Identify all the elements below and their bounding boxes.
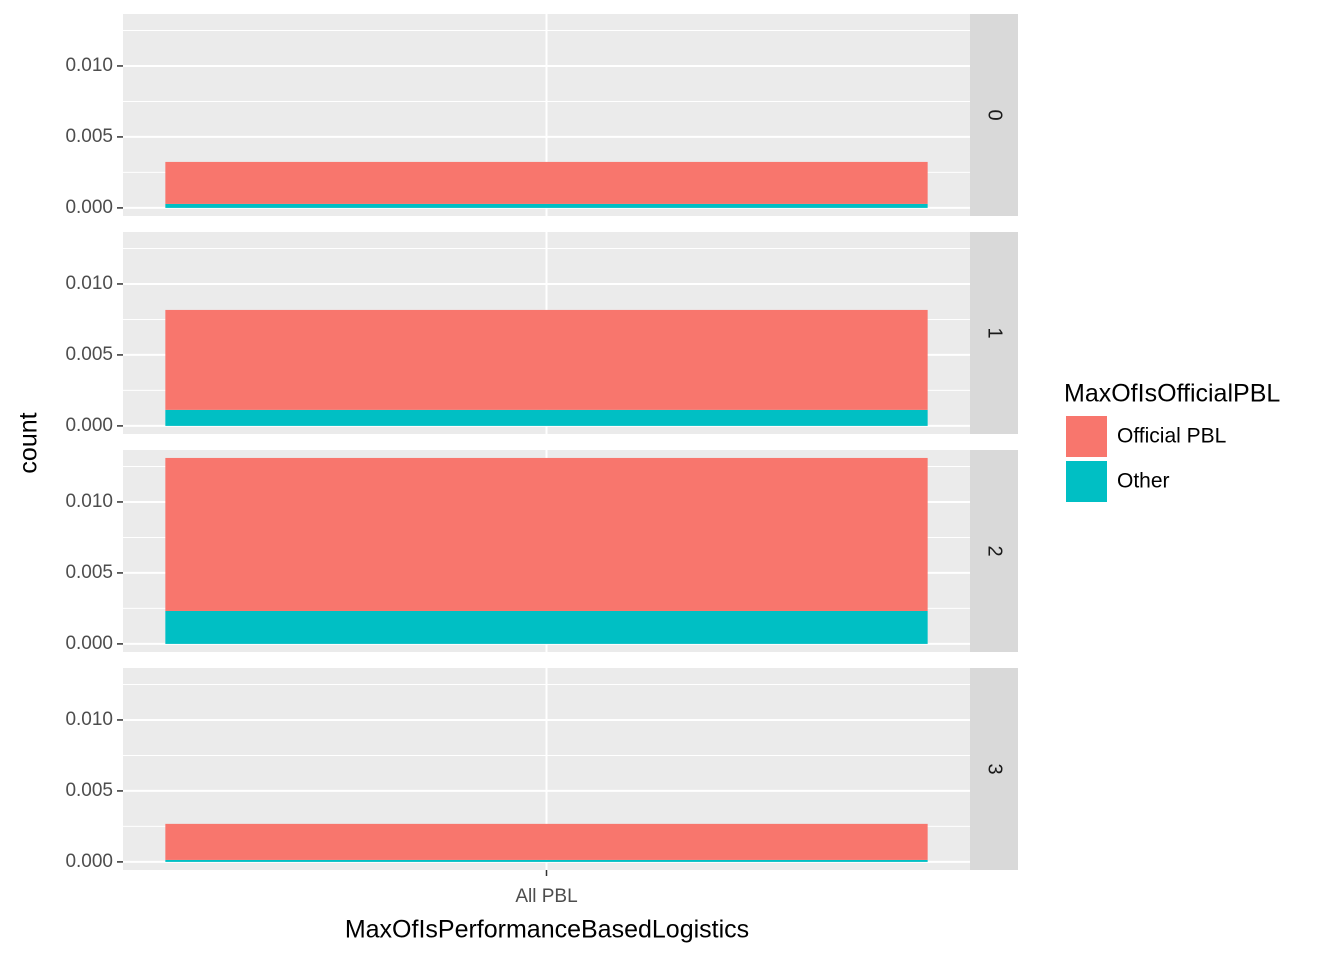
- legend-key: [1066, 461, 1107, 502]
- y-tick-label: 0.000: [65, 633, 113, 654]
- y-tick-label: 0.005: [65, 126, 113, 147]
- legend-title: MaxOfIsOfficialPBL: [1064, 380, 1280, 408]
- y-tick-label: 0.000: [65, 197, 113, 218]
- y-tick-label: 0.000: [65, 851, 113, 872]
- bar-segment: [165, 610, 928, 644]
- x-axis-label: MaxOfIsPerformanceBasedLogistics: [345, 916, 749, 944]
- bar-segment: [165, 203, 928, 208]
- bar-segment: [165, 161, 928, 204]
- facet-label: 0: [984, 109, 1006, 120]
- facet-strip: [970, 232, 1018, 434]
- facet-strip: [970, 14, 1018, 216]
- y-tick-label: 0.010: [65, 709, 113, 730]
- facet-label: 2: [984, 545, 1006, 556]
- facet-strip: [970, 450, 1018, 652]
- legend-label: Other: [1117, 470, 1170, 493]
- bar-segment: [165, 409, 928, 426]
- legend-label: Official PBL: [1117, 425, 1226, 448]
- facet-strip: [970, 668, 1018, 870]
- bar-segment: [165, 859, 928, 862]
- x-tick-label: All PBL: [515, 886, 577, 907]
- bar-segment: [165, 823, 928, 860]
- y-tick-label: 0.005: [65, 562, 113, 583]
- y-axis-label: count: [15, 412, 43, 473]
- facet-label: 3: [984, 763, 1006, 774]
- y-tick-label: 0.005: [65, 780, 113, 801]
- y-tick-label: 0.005: [65, 344, 113, 365]
- y-tick-label: 0.010: [65, 55, 113, 76]
- y-tick-label: 0.010: [65, 491, 113, 512]
- bar-segment: [165, 309, 928, 410]
- facet-label: 1: [984, 327, 1006, 338]
- y-tick-label: 0.010: [65, 273, 113, 294]
- legend-key: [1066, 416, 1107, 457]
- bar-segment: [165, 457, 928, 611]
- y-tick-label: 0.000: [65, 415, 113, 436]
